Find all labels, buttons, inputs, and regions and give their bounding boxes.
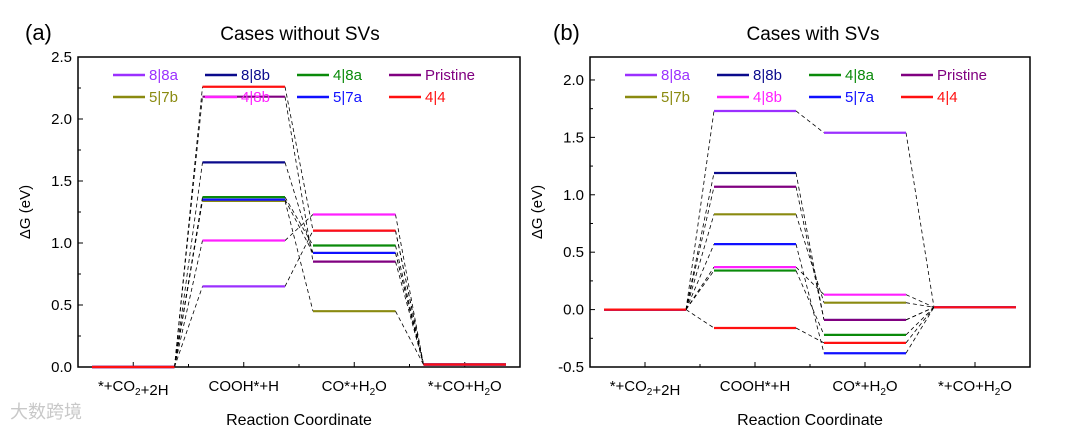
connector-line — [284, 96, 314, 262]
connector-line — [795, 110, 825, 134]
y-axis-label: ΔG (eV) — [529, 185, 546, 239]
connector-line — [395, 214, 424, 365]
legend-label: 8|8a — [149, 67, 179, 84]
connector-line — [795, 172, 825, 321]
connector-line — [685, 309, 715, 329]
legend-label: 5|7a — [845, 89, 875, 106]
watermark: 大数跨境 — [10, 402, 82, 423]
connector-line — [795, 244, 825, 354]
connector-line — [284, 199, 314, 254]
legend-label: 5|7b — [661, 89, 690, 106]
x-tick-label: *+CO2+2H — [610, 378, 681, 399]
y-tick-label: 2.0 — [563, 72, 584, 89]
y-tick-label: 1.0 — [563, 187, 584, 204]
y-tick-label: 0.5 — [563, 244, 584, 261]
connector-line — [905, 307, 935, 354]
x-tick-label: *+CO2+2H — [98, 378, 169, 399]
panel-label: (a) — [25, 20, 52, 45]
connector-line — [395, 245, 424, 365]
connector-line — [795, 270, 825, 336]
connector-line — [795, 186, 825, 321]
y-tick-label: -0.5 — [558, 359, 584, 376]
connector-line — [395, 252, 424, 365]
y-tick-label: 1.5 — [563, 129, 584, 146]
legend-label: 4|8b — [753, 89, 782, 106]
connector-line — [795, 214, 825, 303]
y-tick-label: 1.5 — [51, 173, 72, 190]
connector-line — [685, 266, 715, 310]
connector-line — [905, 307, 935, 344]
x-tick-label: *+CO+H2O — [428, 378, 502, 398]
connector-line — [174, 86, 203, 368]
legend-label: Pristine — [937, 67, 987, 84]
connector-line — [284, 196, 314, 246]
connector-line — [174, 199, 203, 368]
connector-line — [174, 240, 203, 368]
x-tick-label: COOH*+H — [720, 378, 790, 395]
connector-line — [905, 307, 935, 336]
legend-label: 4|8a — [333, 67, 363, 84]
connector-line — [284, 230, 314, 287]
connector-line — [395, 311, 424, 365]
panel-label: (b) — [553, 20, 580, 45]
legend-label: Pristine — [425, 67, 475, 84]
chart-title: Cases with SVs — [746, 24, 879, 45]
chart-title: Cases without SVs — [220, 24, 379, 45]
connector-line — [685, 110, 715, 310]
connector-line — [685, 172, 715, 310]
y-axis-label: ΔG (eV) — [17, 185, 34, 239]
legend-label: 5|7a — [333, 89, 363, 106]
legend-label: 4|4 — [937, 89, 958, 106]
connector-line — [395, 261, 424, 365]
connector-line — [174, 286, 203, 368]
connector-line — [284, 86, 314, 231]
x-tick-label: *+CO+H2O — [938, 378, 1012, 398]
y-tick-label: 2.5 — [51, 49, 72, 66]
x-tick-label: CO*+H2O — [322, 378, 387, 398]
legend-label: 8|8b — [753, 67, 782, 84]
y-tick-label: 1.0 — [51, 235, 72, 252]
y-tick-label: 2.0 — [51, 111, 72, 128]
connector-line — [905, 294, 935, 308]
legend-label: 8|8b — [241, 67, 270, 84]
x-tick-label: COOH*+H — [209, 378, 279, 395]
connector-line — [905, 302, 935, 308]
connector-line — [685, 186, 715, 310]
plot-frame — [589, 56, 1031, 368]
x-tick-label: CO*+H2O — [832, 378, 897, 398]
plot-frame — [77, 56, 521, 368]
connector-line — [284, 200, 314, 312]
connector-line — [284, 162, 314, 254]
connector-line — [905, 132, 935, 308]
x-axis-label: Reaction Coordinate — [226, 412, 372, 429]
y-tick-label: 0.0 — [563, 302, 584, 319]
y-tick-label: 0.5 — [51, 297, 72, 314]
connector-line — [905, 306, 935, 321]
legend-label: 4|8b — [241, 89, 270, 106]
connector-line — [685, 243, 715, 310]
connector-line — [395, 230, 424, 365]
connector-line — [795, 327, 825, 344]
y-tick-label: 0.0 — [51, 359, 72, 376]
legend-label: 5|7b — [149, 89, 178, 106]
connector-line — [395, 230, 424, 365]
legend-label: 4|8a — [845, 67, 875, 84]
connector-line — [174, 162, 203, 368]
x-axis-label: Reaction Coordinate — [737, 412, 883, 429]
connector-line — [284, 214, 314, 241]
connector-line — [685, 214, 715, 310]
legend-label: 4|4 — [425, 89, 446, 106]
legend-label: 8|8a — [661, 67, 691, 84]
